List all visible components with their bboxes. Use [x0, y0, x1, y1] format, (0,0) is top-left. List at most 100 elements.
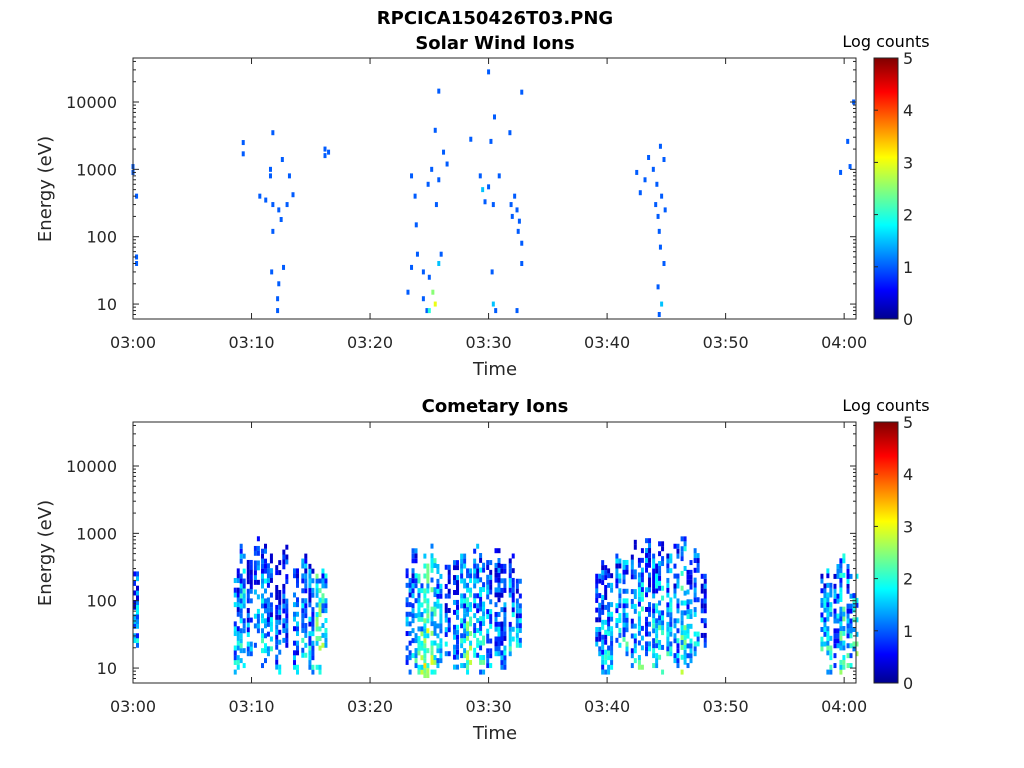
heatmap-cell: [261, 638, 265, 644]
heatmap-cell: [518, 623, 522, 629]
heatmap-cell: [500, 626, 504, 632]
heatmap-cell: [233, 587, 237, 593]
heatmap-cell: [433, 563, 437, 569]
heatmap-cell: [296, 611, 300, 617]
heatmap-cell: [275, 624, 279, 630]
heatmap-cell: [426, 618, 430, 624]
heatmap-cell: [261, 648, 265, 654]
heatmap-cell: [700, 598, 704, 604]
heatmap-cell: [836, 643, 840, 649]
heatmap-cell: [673, 658, 677, 664]
heatmap-cell: [661, 610, 665, 616]
heatmap-cell: [308, 583, 312, 589]
heatmap-cell: [476, 543, 480, 549]
heatmap-cell: [423, 553, 427, 559]
heatmap-cell: [324, 573, 328, 579]
heatmap-cell: [497, 621, 501, 627]
heatmap-cell: [447, 622, 451, 628]
heatmap-cell: [423, 653, 427, 659]
heatmap-cell: [518, 628, 522, 634]
heatmap-cell: [652, 648, 656, 654]
heatmap-cell: [430, 563, 434, 569]
heatmap-cell: [700, 632, 704, 638]
heatmap-cell: [311, 616, 315, 622]
heatmap-cell: [598, 631, 602, 637]
heatmap-cell: [285, 618, 289, 624]
heatmap-cell: [604, 565, 608, 571]
heatmap-cell: [598, 578, 602, 584]
heatmap-cell: [275, 634, 279, 640]
heatmap-cell: [630, 648, 634, 654]
heatmap-cell: [473, 578, 477, 584]
heatmap-cell: [285, 637, 289, 643]
heatmap-cell: [604, 669, 608, 675]
heatmap-cell: [423, 658, 427, 664]
heatmap-cell: [839, 597, 843, 603]
heatmap-cell: [508, 626, 512, 632]
heatmap-cell: [610, 611, 614, 617]
heatmap-cell: [508, 651, 512, 657]
heatmap-cell: [601, 570, 605, 576]
heatmap-cell: [420, 631, 424, 637]
heatmap-cell: [270, 269, 274, 275]
heatmap-cell: [618, 558, 622, 564]
heatmap-cell: [408, 621, 412, 627]
heatmap-cell: [249, 651, 253, 657]
heatmap-cell: [645, 592, 649, 598]
heatmap-cell: [239, 593, 243, 599]
heatmap-cell: [489, 589, 493, 595]
heatmap-cell: [645, 621, 649, 627]
heatmap-cell: [266, 617, 270, 623]
heatmap-cell: [413, 193, 417, 199]
heatmap-cell: [463, 648, 467, 654]
heatmap-cell: [625, 627, 629, 633]
heatmap-cell: [239, 558, 243, 564]
heatmap-cell: [852, 593, 856, 599]
heatmap-cell: [301, 563, 305, 569]
heatmap-cell: [500, 607, 504, 613]
heatmap-cell: [601, 639, 605, 645]
heatmap-cell: [469, 587, 473, 593]
panel-title: Cometary Ions: [422, 396, 569, 417]
heatmap-cell: [304, 632, 308, 638]
heatmap-cell: [405, 582, 409, 588]
heatmap-cell: [683, 654, 687, 660]
heatmap-cell: [301, 618, 305, 624]
heatmap-cell: [497, 577, 501, 583]
heatmap-cell: [136, 618, 139, 624]
heatmap-cell: [500, 568, 504, 574]
heatmap-cell: [839, 626, 843, 632]
heatmap-cell: [296, 631, 300, 637]
heatmap-cell: [511, 597, 515, 603]
heatmap-cell: [239, 588, 243, 594]
heatmap-cell: [645, 557, 649, 563]
heatmap-cell: [482, 611, 486, 617]
heatmap-cell: [630, 633, 634, 639]
heatmap-cell: [494, 548, 498, 554]
heatmap-cell: [497, 641, 501, 647]
heatmap-cell: [411, 638, 415, 644]
heatmap-cell: [246, 607, 250, 613]
heatmap-cell: [486, 609, 490, 615]
heatmap-cell: [282, 593, 286, 599]
heatmap-cell: [426, 181, 430, 187]
heatmap-cell: [689, 653, 693, 659]
heatmap-cell: [615, 578, 619, 584]
heatmap-cell: [269, 626, 273, 632]
heatmap-cell: [511, 612, 515, 618]
heatmap-cell: [645, 567, 649, 573]
heatmap-cell: [408, 578, 412, 584]
heatmap-cell: [285, 544, 289, 550]
heatmap-cell: [282, 623, 286, 629]
heatmap-cell: [315, 592, 319, 598]
heatmap-cell: [242, 623, 246, 629]
heatmap-cell: [439, 638, 443, 644]
heatmap-cell: [661, 585, 665, 591]
heatmap-cell: [601, 565, 605, 571]
heatmap-cell: [426, 603, 430, 609]
heatmap-cell: [466, 659, 470, 665]
heatmap-cell: [658, 575, 662, 581]
heatmap-cell: [433, 601, 437, 607]
heatmap-cell: [136, 599, 139, 605]
heatmap-cell: [849, 608, 853, 614]
